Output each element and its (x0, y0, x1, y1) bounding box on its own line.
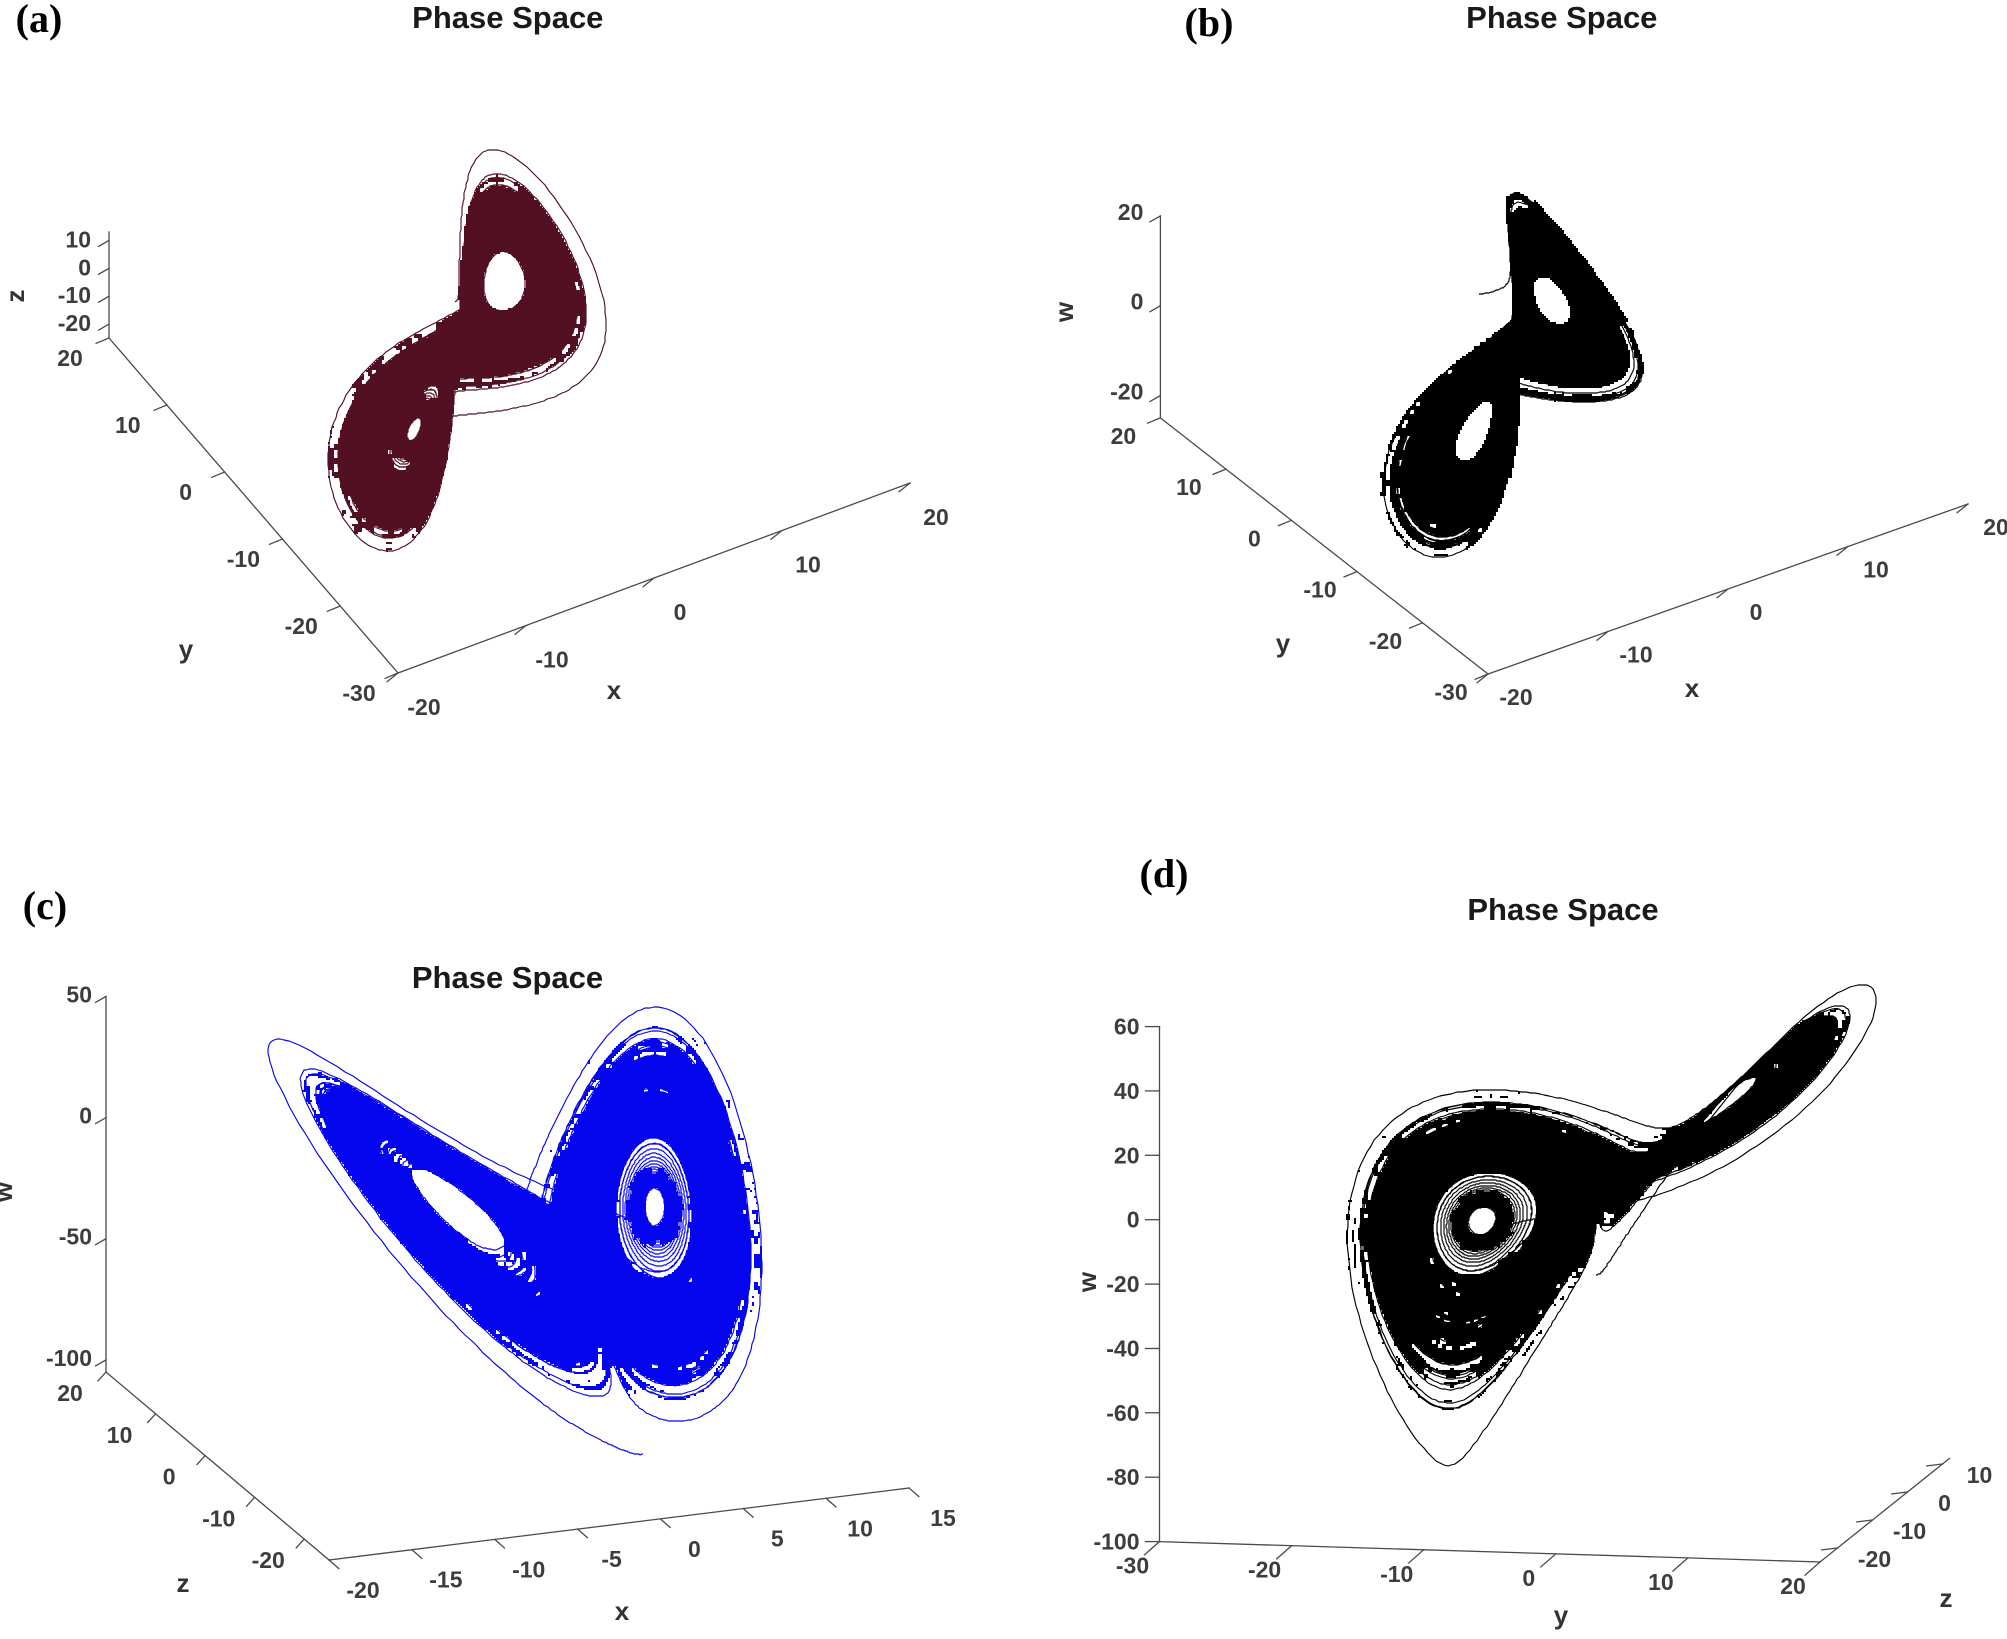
svg-text:10: 10 (1648, 1569, 1674, 1595)
svg-text:40: 40 (1114, 1078, 1140, 1104)
svg-text:0: 0 (179, 479, 192, 505)
svg-text:(d): (d) (1140, 851, 1189, 896)
svg-text:20: 20 (57, 345, 83, 371)
svg-text:-100: -100 (46, 1345, 92, 1371)
svg-text:-10: -10 (1619, 642, 1652, 668)
svg-text:0: 0 (1131, 289, 1144, 315)
svg-text:-40: -40 (1106, 1336, 1139, 1362)
svg-text:-20: -20 (1106, 1271, 1139, 1297)
svg-text:-15: -15 (429, 1567, 462, 1593)
svg-text:0: 0 (1127, 1207, 1140, 1233)
svg-text:-10: -10 (1303, 577, 1336, 603)
svg-text:-20: -20 (285, 613, 318, 639)
svg-text:w: w (1049, 301, 1079, 323)
svg-text:-10: -10 (1380, 1561, 1413, 1587)
svg-text:-10: -10 (535, 647, 568, 673)
svg-text:10: 10 (847, 1515, 873, 1541)
svg-text:-60: -60 (1106, 1400, 1139, 1426)
svg-text:20: 20 (57, 1380, 83, 1406)
svg-text:10: 10 (1967, 1462, 1993, 1488)
svg-text:w: w (1072, 1271, 1102, 1293)
svg-text:20: 20 (1111, 423, 1137, 449)
svg-text:0: 0 (688, 1536, 701, 1562)
svg-text:y: y (1276, 628, 1291, 658)
svg-text:-5: -5 (601, 1546, 622, 1572)
svg-text:0: 0 (79, 1103, 92, 1129)
svg-text:-30: -30 (1434, 679, 1467, 705)
svg-text:-100: -100 (1093, 1529, 1139, 1555)
svg-text:z: z (177, 1568, 190, 1598)
svg-text:-20: -20 (1248, 1557, 1281, 1583)
svg-text:0: 0 (674, 599, 687, 625)
svg-text:0: 0 (1750, 599, 1763, 625)
svg-text:(b): (b) (1185, 0, 1234, 45)
svg-text:-30: -30 (1116, 1553, 1149, 1579)
svg-text:-10: -10 (512, 1556, 545, 1582)
svg-text:-20: -20 (58, 310, 91, 336)
svg-text:60: 60 (1114, 1014, 1140, 1040)
svg-text:Phase Space: Phase Space (412, 0, 603, 35)
svg-text:-30: -30 (342, 680, 375, 706)
svg-text:-20: -20 (1110, 379, 1143, 405)
svg-text:x: x (1685, 673, 1700, 703)
svg-text:50: 50 (66, 981, 92, 1007)
svg-text:15: 15 (930, 1505, 956, 1531)
svg-text:x: x (607, 675, 622, 705)
svg-text:0: 0 (78, 254, 91, 280)
svg-text:20: 20 (1983, 514, 2007, 540)
svg-text:5: 5 (771, 1526, 784, 1552)
svg-text:(c): (c) (23, 883, 67, 928)
svg-text:-20: -20 (346, 1577, 379, 1603)
svg-text:20: 20 (1114, 1142, 1140, 1168)
svg-text:-20: -20 (1858, 1546, 1891, 1572)
svg-text:10: 10 (1176, 474, 1202, 500)
svg-text:-20: -20 (1499, 684, 1532, 710)
svg-text:z: z (0, 290, 30, 303)
svg-text:(a): (a) (16, 0, 63, 41)
svg-text:0: 0 (163, 1464, 176, 1490)
svg-text:-10: -10 (58, 282, 91, 308)
svg-text:-20: -20 (1369, 628, 1402, 654)
svg-text:Phase Space: Phase Space (1466, 0, 1657, 35)
svg-text:20: 20 (1780, 1573, 1806, 1599)
svg-text:x: x (615, 1596, 630, 1626)
svg-text:10: 10 (795, 552, 821, 578)
svg-text:y: y (179, 634, 194, 664)
svg-text:Phase Space: Phase Space (1467, 892, 1658, 927)
svg-text:0: 0 (1522, 1565, 1535, 1591)
svg-text:-10: -10 (1893, 1518, 1926, 1544)
svg-text:y: y (1554, 1600, 1569, 1630)
svg-text:-20: -20 (407, 694, 440, 720)
svg-text:w: w (0, 1181, 18, 1203)
svg-text:10: 10 (65, 226, 91, 252)
svg-text:-80: -80 (1106, 1464, 1139, 1490)
svg-text:-10: -10 (202, 1505, 235, 1531)
svg-text:0: 0 (1938, 1490, 1951, 1516)
svg-text:-10: -10 (227, 546, 260, 572)
svg-text:10: 10 (115, 412, 141, 438)
svg-text:0: 0 (1248, 525, 1261, 551)
svg-text:Phase Space: Phase Space (412, 960, 603, 995)
svg-text:20: 20 (1118, 199, 1144, 225)
svg-text:-20: -20 (252, 1547, 285, 1573)
svg-text:20: 20 (923, 504, 949, 530)
svg-text:10: 10 (107, 1422, 133, 1448)
svg-text:z: z (1940, 1583, 1953, 1613)
svg-text:-50: -50 (59, 1224, 92, 1250)
svg-text:10: 10 (1863, 557, 1889, 583)
